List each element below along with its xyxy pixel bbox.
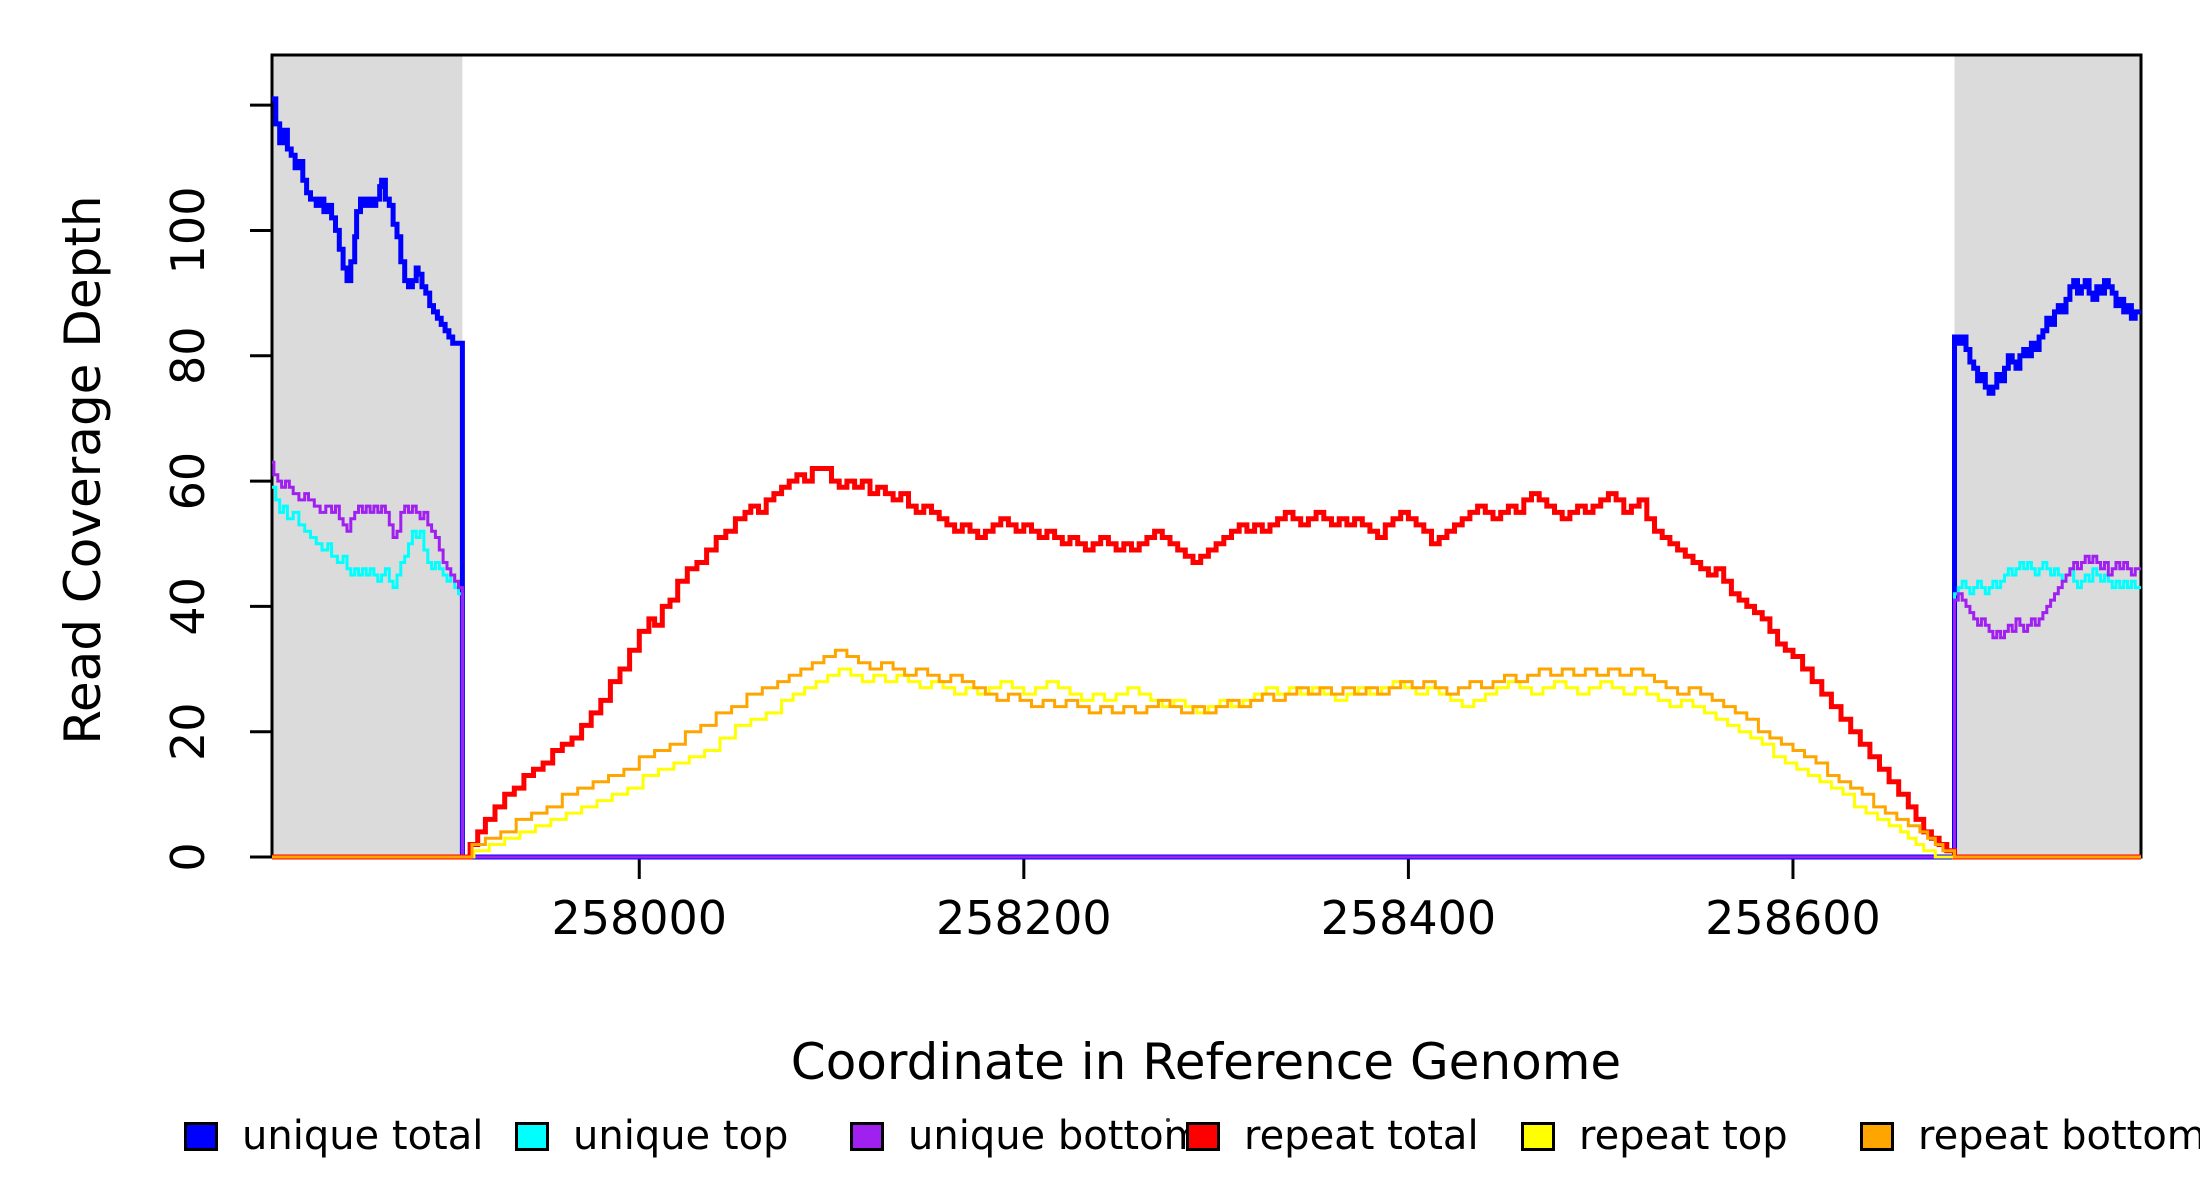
legend-item-repeat-top: repeat top bbox=[1521, 1116, 1788, 1156]
legend-swatch-repeat-bottom-icon bbox=[1860, 1121, 1894, 1151]
legend-swatch-repeat-top-icon bbox=[1521, 1121, 1555, 1151]
legend-item-unique-total: unique total bbox=[184, 1116, 483, 1156]
x-axis-title: Coordinate in Reference Genome bbox=[790, 1033, 1622, 1091]
series-line-unique-top bbox=[272, 485, 2141, 859]
shaded-region-left bbox=[272, 55, 463, 857]
legend-swatch-repeat-total-icon bbox=[1186, 1121, 1220, 1151]
legend-item-repeat-bottom: repeat bottom bbox=[1860, 1116, 2200, 1156]
legend-swatch-unique-bottom-icon bbox=[850, 1121, 884, 1151]
x-tick-label: 258200 bbox=[936, 891, 1112, 945]
legend-label-unique-top: unique top bbox=[573, 1113, 789, 1159]
y-tick-label: 80 bbox=[161, 326, 215, 385]
shaded-region-right bbox=[1954, 55, 2141, 857]
series-line-repeat-bottom bbox=[272, 648, 2141, 859]
legend: unique total unique top unique bottom re… bbox=[0, 0, 2200, 1156]
legend-item-unique-bottom: unique bottom bbox=[850, 1116, 1203, 1156]
y-axis-title: Read Coverage Depth bbox=[54, 195, 112, 745]
x-tick-label: 258400 bbox=[1321, 891, 1497, 945]
series-line-repeat-total bbox=[272, 466, 2141, 860]
y-tick-label: 100 bbox=[161, 187, 215, 275]
legend-swatch-unique-total-icon bbox=[184, 1121, 218, 1151]
legend-swatch-unique-top-icon bbox=[515, 1121, 549, 1151]
series-line-unique-bottom bbox=[272, 460, 2141, 859]
series-line-repeat-top bbox=[272, 667, 2141, 859]
y-tick-label: 40 bbox=[161, 577, 215, 636]
y-tick-label: 20 bbox=[161, 702, 215, 761]
legend-label-unique-bottom: unique bottom bbox=[908, 1113, 1203, 1159]
legend-item-unique-top: unique top bbox=[515, 1116, 788, 1156]
legend-label-repeat-bottom: repeat bottom bbox=[1918, 1113, 2200, 1159]
legend-item-repeat-total: repeat total bbox=[1186, 1116, 1479, 1156]
x-tick-label: 258000 bbox=[551, 891, 727, 945]
stray-dot bbox=[1166, 1118, 1170, 1122]
y-tick-label: 0 bbox=[161, 842, 215, 871]
legend-label-repeat-top: repeat top bbox=[1579, 1113, 1788, 1159]
legend-label-unique-total: unique total bbox=[242, 1113, 484, 1159]
legend-label-repeat-total: repeat total bbox=[1244, 1113, 1479, 1159]
x-tick-label: 258600 bbox=[1705, 891, 1881, 945]
y-tick-label: 60 bbox=[161, 452, 215, 511]
